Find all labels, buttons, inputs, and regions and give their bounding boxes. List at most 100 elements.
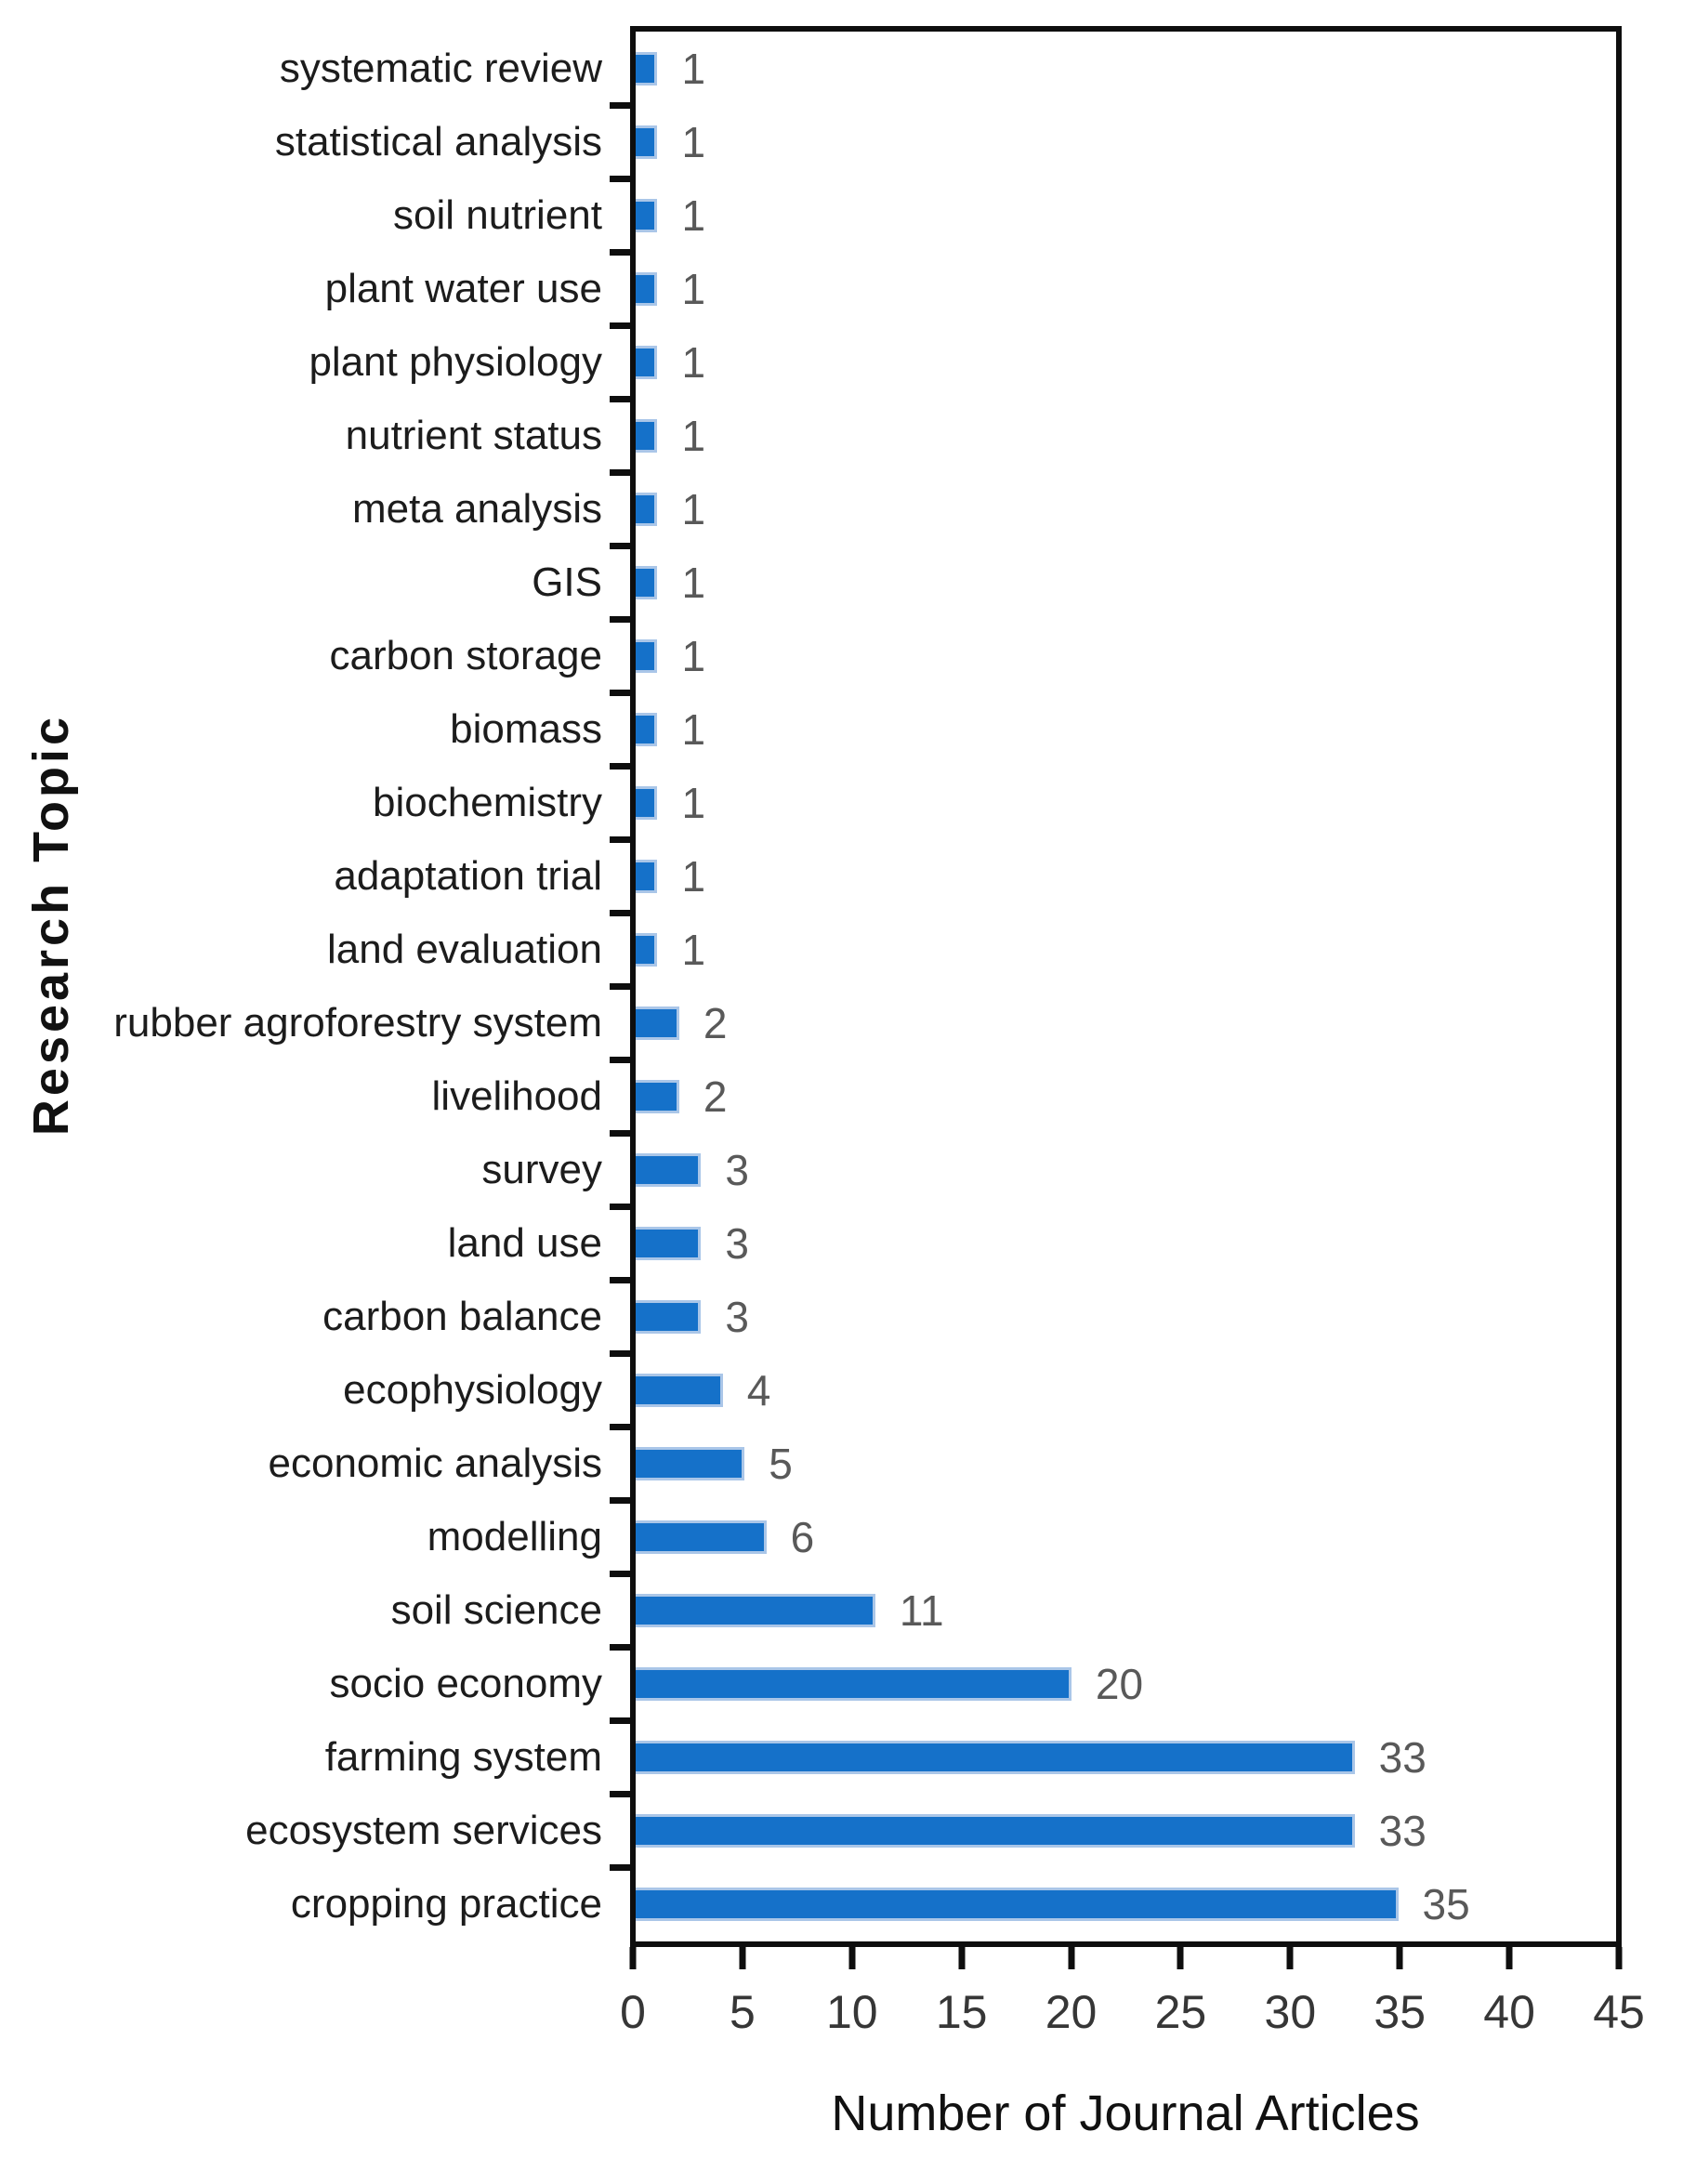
bar-ecophysiology xyxy=(636,1374,723,1408)
bar-row: 1 xyxy=(636,472,1616,546)
category-label: survey xyxy=(481,1147,602,1193)
data-label: 1 xyxy=(681,851,706,901)
x-axis-tick xyxy=(1505,1947,1513,1969)
bar-carbon-balance xyxy=(636,1300,702,1335)
bar-row: 1 xyxy=(636,325,1616,399)
y-axis-tick xyxy=(610,1571,630,1578)
data-label: 33 xyxy=(1378,1733,1427,1783)
bar-biochemistry xyxy=(636,785,658,820)
y-axis-tick xyxy=(610,1350,630,1358)
x-axis-tick xyxy=(739,1947,746,1969)
y-axis-tick xyxy=(610,542,630,549)
bar-statistical-analysis xyxy=(636,125,658,159)
category-label: adaptation trial xyxy=(334,852,602,899)
data-label: 1 xyxy=(681,337,706,387)
category-axis-labels: systematic review statistical analysis soi… xyxy=(0,26,602,1947)
y-axis-tick xyxy=(610,1717,630,1725)
category-label: cropping practice xyxy=(290,1881,602,1927)
y-axis-tick xyxy=(610,835,630,843)
bar-row: 6 xyxy=(636,1501,1616,1574)
category-label: rubber agroforestry system xyxy=(113,1000,602,1046)
x-axis-tick xyxy=(1286,1947,1294,1969)
bar-GIS xyxy=(636,565,658,599)
bar-row: 1 xyxy=(636,839,1616,913)
data-label: 1 xyxy=(681,117,706,166)
x-axis-tick xyxy=(1396,1947,1403,1969)
y-axis-tick xyxy=(610,909,630,916)
data-label: 1 xyxy=(681,631,706,680)
bar-land-use xyxy=(636,1227,702,1261)
category-label: carbon balance xyxy=(322,1294,602,1340)
data-label: 1 xyxy=(681,558,706,607)
x-axis-tick-label: 15 xyxy=(935,1986,988,2038)
x-axis-tick-label: 10 xyxy=(825,1986,878,2038)
bar-soil-nutrient xyxy=(636,198,658,232)
data-label: 5 xyxy=(769,1440,793,1489)
bar-meta-analysis xyxy=(636,492,658,526)
bar-farming-system xyxy=(636,1741,1355,1775)
x-axis-tick xyxy=(848,1947,856,1969)
category-label: biochemistry xyxy=(373,779,602,825)
bar-row: 5 xyxy=(636,1427,1616,1501)
x-axis-title: Number of Journal Articles xyxy=(831,2085,1420,2141)
bar-row: 1 xyxy=(636,692,1616,766)
y-axis-tick xyxy=(610,689,630,696)
bar-row: 1 xyxy=(636,178,1616,252)
x-axis-tick-label: 40 xyxy=(1483,1986,1535,2038)
data-label: 1 xyxy=(681,191,706,240)
y-axis-tick xyxy=(610,1791,630,1798)
x-axis-tick xyxy=(1615,1947,1623,1969)
bar-row: 1 xyxy=(636,105,1616,178)
category-label: plant physiology xyxy=(309,338,602,385)
data-label: 1 xyxy=(681,925,706,974)
category-label: socio economy xyxy=(329,1661,602,1707)
data-label: 20 xyxy=(1095,1660,1144,1709)
data-label: 33 xyxy=(1378,1807,1427,1856)
bar-modelling xyxy=(636,1520,767,1555)
category-label: ecosystem services xyxy=(245,1808,602,1854)
data-label: 1 xyxy=(681,704,706,754)
category-label: systematic review xyxy=(279,45,602,91)
bar-rubber-agroforestry-system xyxy=(636,1006,679,1041)
bar-row: 35 xyxy=(636,1868,1616,1941)
category-label: economic analysis xyxy=(268,1441,603,1487)
bar-systematic-review xyxy=(636,51,658,86)
y-axis-tick xyxy=(610,1057,630,1064)
data-label: 35 xyxy=(1422,1880,1470,1929)
category-label: soil nutrient xyxy=(392,191,602,238)
bar-carbon-storage xyxy=(636,638,658,673)
y-axis-tick xyxy=(610,615,630,623)
bar-economic-analysis xyxy=(636,1447,745,1481)
bar-survey xyxy=(636,1153,702,1188)
y-axis-tick xyxy=(610,101,630,109)
data-label: 1 xyxy=(681,484,706,533)
x-axis-tick-label: 45 xyxy=(1593,1986,1645,2038)
data-label: 4 xyxy=(746,1366,771,1415)
bar-nutrient-status xyxy=(636,418,658,453)
bar-cropping-practice xyxy=(636,1888,1399,1922)
category-label: biomass xyxy=(450,705,602,752)
category-label: nutrient status xyxy=(345,412,602,458)
data-label: 11 xyxy=(899,1586,944,1636)
y-axis-tick xyxy=(610,1644,630,1651)
y-axis-tick xyxy=(610,983,630,990)
bar-socio-economy xyxy=(636,1667,1072,1702)
bar-livelihood xyxy=(636,1080,679,1114)
x-axis-tick-label: 20 xyxy=(1045,1986,1098,2038)
bar-row: 3 xyxy=(636,1281,1616,1354)
category-label: land use xyxy=(447,1220,602,1267)
y-axis-tick xyxy=(610,322,630,329)
category-label: farming system xyxy=(324,1734,602,1781)
bar-row: 1 xyxy=(636,399,1616,472)
category-label: land evaluation xyxy=(326,926,602,972)
y-axis-tick xyxy=(610,175,630,182)
x-axis-tick-label: 35 xyxy=(1374,1986,1427,2038)
category-label: livelihood xyxy=(431,1073,602,1120)
bar-soil-science xyxy=(636,1594,875,1628)
bar-row: 1 xyxy=(636,619,1616,692)
x-axis-tick xyxy=(958,1947,966,1969)
bar-row: 2 xyxy=(636,1060,1616,1134)
y-axis-tick xyxy=(610,468,630,476)
bar-row: 2 xyxy=(636,987,1616,1060)
